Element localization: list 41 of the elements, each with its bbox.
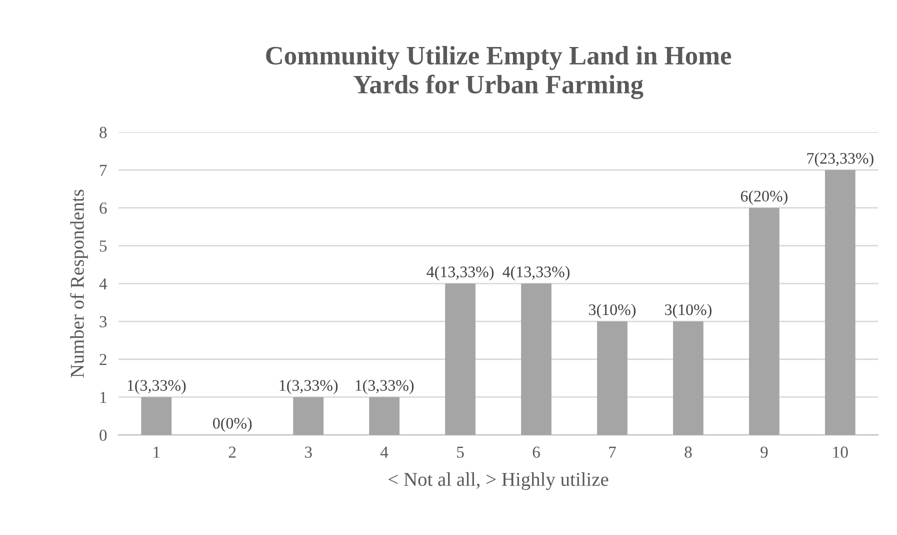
data-label: 3(10%) [665,304,712,318]
y-tick-label: 1 [100,392,106,403]
y-tick-label: 3 [100,316,107,328]
bar [597,321,628,435]
data-label: 1(3,33%) [128,380,186,394]
bar [293,397,324,435]
data-label: 1(3,33%) [280,380,338,394]
bar [824,170,856,435]
y-tick-label: 5 [100,240,107,252]
x-axis-title: < Not al all, > Highly utilize [388,472,608,490]
y-tick-label: 8 [100,126,107,138]
x-tick-label: 7 [609,446,616,458]
chart-title: Community Utilize Empty Land in Home Yards for Urban Farming [266,46,732,100]
x-tick-label: 1 [154,446,160,458]
data-label: 4(13,33%) [426,266,494,281]
y-tick-label: 6 [100,202,107,214]
bar [521,284,552,435]
data-label: 4(13,33%) [502,266,570,281]
x-tick-label: 10 [833,446,848,458]
x-tick-label: 8 [684,446,692,458]
y-axis-title: Number of Respondents [70,190,88,378]
data-label: 3(10%) [589,304,636,318]
data-label: 7(23,33%) [807,152,874,167]
bar [369,397,400,435]
x-tick-label: 3 [304,446,312,458]
x-tick-label: 9 [760,446,768,458]
x-tick-label: 4 [380,446,388,458]
x-tick-label: 2 [228,446,236,458]
y-tick-label: 7 [100,164,107,176]
bar [749,208,780,435]
bar [673,321,704,435]
y-tick-label: 2 [100,354,106,366]
data-label: 6(20%) [740,190,788,205]
bar [445,284,476,435]
data-label: 1(3,33%) [356,380,414,394]
x-tick-label: 5 [457,446,464,458]
data-label: 0(0%) [213,417,252,432]
y-tick-label: 0 [100,430,107,441]
y-tick-label: 4 [99,278,108,290]
x-tick-label: 6 [532,446,540,458]
bar [141,397,172,435]
